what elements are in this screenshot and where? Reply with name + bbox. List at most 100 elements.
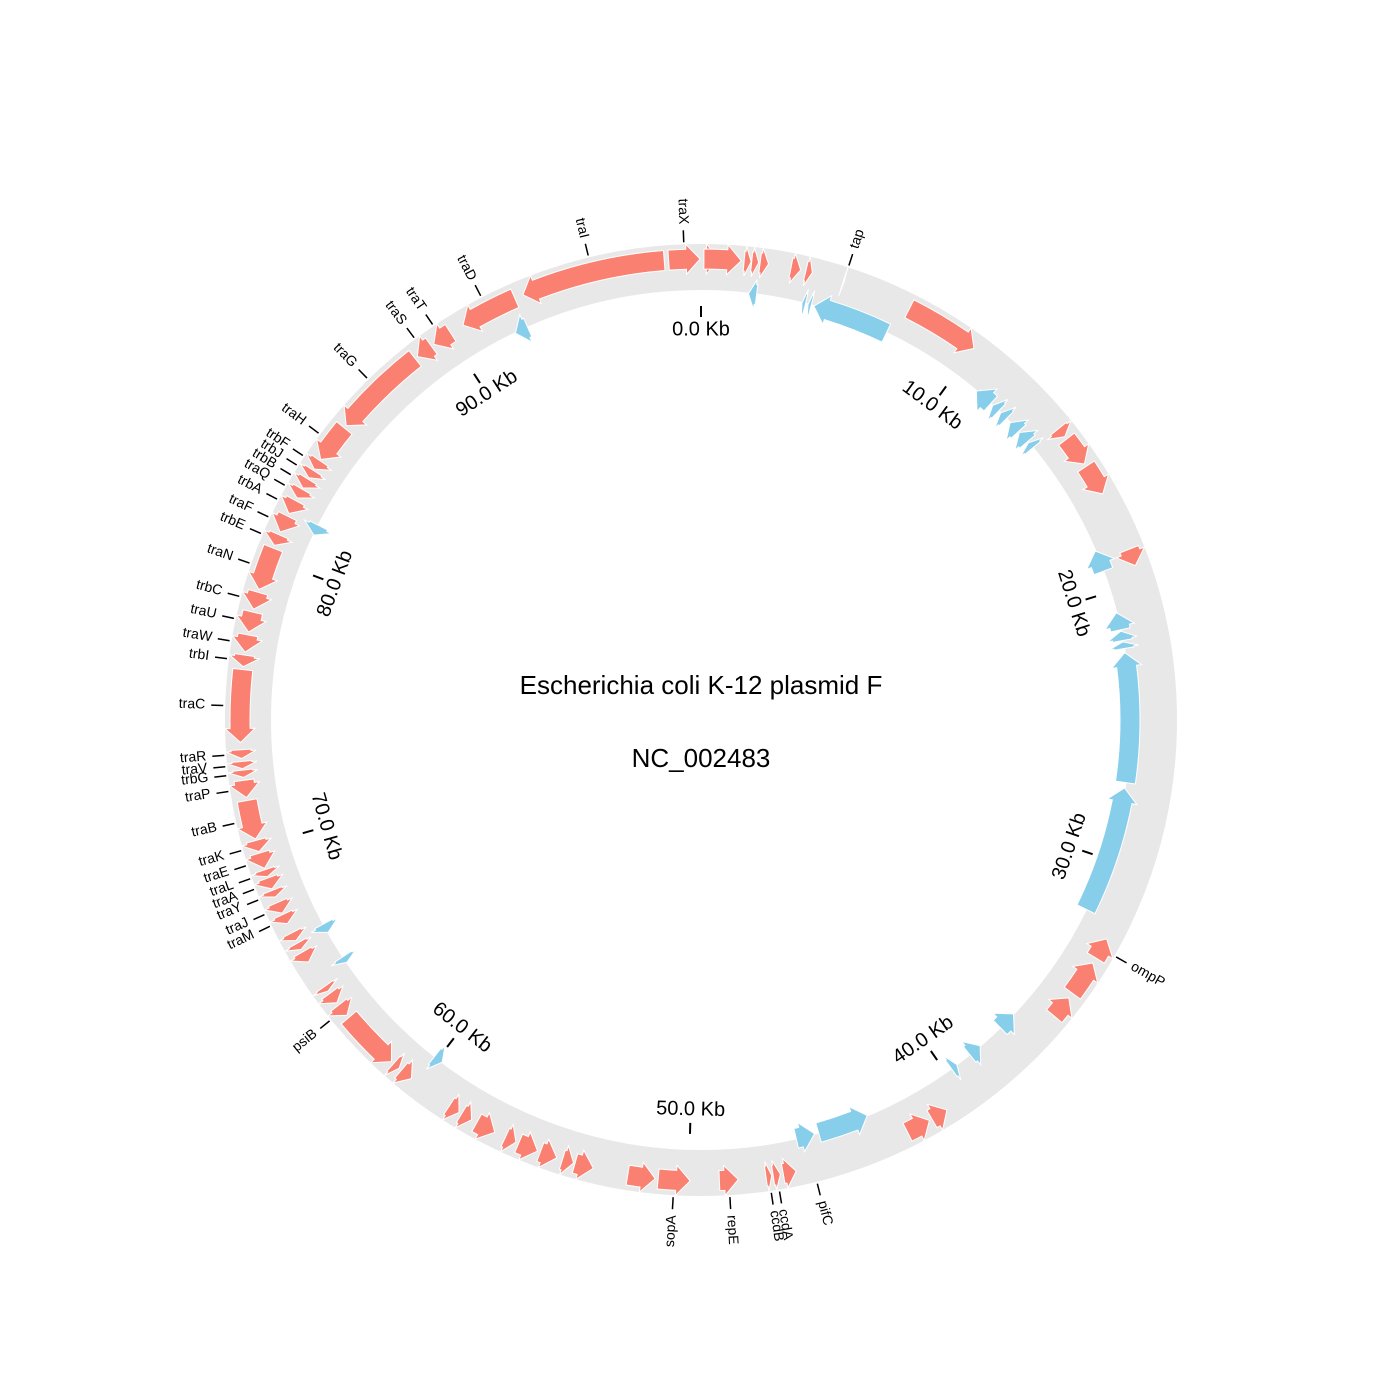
gene-arrow-traA <box>252 873 284 890</box>
gene-label-traN: traN <box>205 540 235 564</box>
gene-label-ccdA: ccdA <box>776 1208 797 1242</box>
gene-arrow-traU <box>235 609 268 633</box>
gene-label-psiB: psiB <box>289 1025 320 1055</box>
gene-label-traP: traP <box>184 785 212 805</box>
gene-label-tick <box>249 527 262 535</box>
gene-arrow-traG <box>343 349 422 427</box>
gene-arrow-reverse_genes-4 <box>975 388 999 413</box>
gene-arrow-repE <box>718 1164 740 1197</box>
gene-label-repE: repE <box>724 1215 742 1245</box>
gene-arrow-ccdA <box>771 1160 781 1191</box>
gene-label-tick <box>214 775 227 778</box>
gene-label-tick <box>257 511 269 518</box>
scale-tick-mark <box>1081 849 1093 856</box>
gene-label-traH: traH <box>279 399 310 428</box>
scale-tick-label: 60.0 Kb <box>428 998 496 1058</box>
gene-label-traW: traW <box>182 624 215 645</box>
gene-arrow-forward_genes_rev-20 <box>384 1052 405 1076</box>
gene-label-tick <box>425 314 434 325</box>
gene-arrow-traW <box>231 632 264 653</box>
gene-arrow-reverse_genes-21 <box>426 1045 446 1070</box>
gene-label-tick <box>246 899 259 906</box>
gene-label-tick <box>584 243 589 256</box>
gene-arrow-psiB <box>326 995 353 1017</box>
gene-arrow-reverse_genes-10 <box>1085 550 1116 576</box>
scale-tick-label: 20.0 Kb <box>1053 567 1095 639</box>
gene-arrow-forward_genes_rev-2 <box>1045 997 1073 1024</box>
scale-tick-label: 0.0 Kb <box>672 318 730 340</box>
gene-label-tick <box>671 1197 674 1210</box>
gene-arrow-forward_genes_rev-17 <box>453 1100 473 1129</box>
gene-label-trbG: trbG <box>180 769 209 788</box>
gene-arrow-traV <box>226 759 258 770</box>
gene-arrow-forward_genes-6 <box>788 251 802 285</box>
gene-arrow-forward_genes-9 <box>904 299 975 354</box>
gene-label-traC: traC <box>179 695 206 712</box>
gene-arrow-forward_genes_rev-13 <box>536 1137 558 1169</box>
gene-label-tick <box>234 865 247 871</box>
gene-arrow-traS <box>416 334 439 361</box>
gene-arrow-forward_genes-7 <box>802 256 813 287</box>
gene-arrow-reverse_genes-17 <box>960 1040 982 1067</box>
gene-features <box>223 242 1146 1197</box>
gene-arrow-reverse_genes-5 <box>986 398 1009 422</box>
gene-label-tick <box>217 637 230 642</box>
gene-label-tick <box>286 457 298 466</box>
gene-arrow-reverse_genes-0 <box>747 279 759 310</box>
gene-arrow-trbA <box>280 494 310 515</box>
gene-arrow-traB <box>236 798 268 840</box>
gene-arrow-traK <box>240 837 273 853</box>
gene-label-tick <box>848 253 854 266</box>
gene-label-tick <box>213 765 226 769</box>
gene-arrow-forward_genes-12 <box>1076 460 1110 495</box>
gene-arrow-reverse_genes-1 <box>800 289 810 319</box>
gene-arrow-forward_genes_rev-24 <box>312 977 338 997</box>
scale-tick-label: 90.0 Kb <box>452 365 522 421</box>
gene-label-traG: traG <box>331 339 361 370</box>
gene-arrow-ompP <box>1085 938 1114 964</box>
gene-arrow-traD <box>462 288 520 333</box>
scale-tick-mark <box>1085 595 1097 601</box>
gene-arrow-trbB <box>293 471 322 489</box>
gene-arrow-forward_genes_rev-18 <box>441 1092 460 1121</box>
gene-arrow-reverse_genes-11 <box>1103 612 1136 633</box>
gene-arrow-forward_genes_rev-4 <box>902 1113 930 1142</box>
gene-label-tick <box>770 1192 774 1205</box>
gene-arrow-forward_genes_rev-5 <box>780 1157 797 1190</box>
gene-label-tick <box>319 1020 331 1030</box>
gene-arrow-forward_genes_rev-11 <box>571 1148 595 1181</box>
gene-label-tick <box>358 368 368 379</box>
gene-arrow-forward_genes_rev-19 <box>391 1058 414 1084</box>
gene-arrow-reverse_genes-6 <box>994 406 1017 429</box>
gene-labels: traXtapompPccdAccdBrepEsopApsiBtraMtraJt… <box>179 198 1169 1247</box>
gene-arrow-forward_genes_rev-16 <box>471 1111 496 1140</box>
gene-label-tick <box>229 849 242 855</box>
gene-arrow-trbF <box>305 452 334 471</box>
gene-arrow-traM <box>268 908 299 925</box>
gene-arrow-forward_genes-13 <box>1115 544 1146 567</box>
gene-label-ompP: ompP <box>1128 958 1168 990</box>
gene-label-tick <box>474 284 482 297</box>
gene-label-tick <box>238 878 251 884</box>
gene-arrow-traL <box>251 865 280 878</box>
gene-label-traE: traE <box>201 863 230 886</box>
gene-arrow-tap <box>838 267 849 296</box>
gene-arrow-reverse_genes-2 <box>806 290 816 320</box>
gene-arrow-reverse_genes-18 <box>942 1055 962 1081</box>
gene-label-traS: traS <box>383 297 411 327</box>
gene-arrow-reverse_genes-22 <box>330 948 357 967</box>
backbone-track <box>225 244 1177 1196</box>
gene-arrow-traH <box>315 420 353 460</box>
gene-label-tick <box>280 467 292 476</box>
gene-arrow-pifC <box>793 1121 816 1154</box>
gene-label-tick <box>1115 956 1127 964</box>
gene-arrow-reverse_genes-12 <box>1107 630 1138 643</box>
gene-arrow-reverse_genes-23 <box>310 917 338 933</box>
gene-label-trbI: trbI <box>188 645 210 663</box>
gene-arrow-forward_genes_rev-26 <box>284 936 312 952</box>
gene-label-traV: traV <box>181 759 209 777</box>
gene-arrow-reverse_genes-3 <box>813 294 892 343</box>
scale-tick-mark <box>446 1037 455 1048</box>
gene-arrow-reverse_genes-25 <box>514 313 534 344</box>
gene-label-traT: traT <box>403 284 430 314</box>
